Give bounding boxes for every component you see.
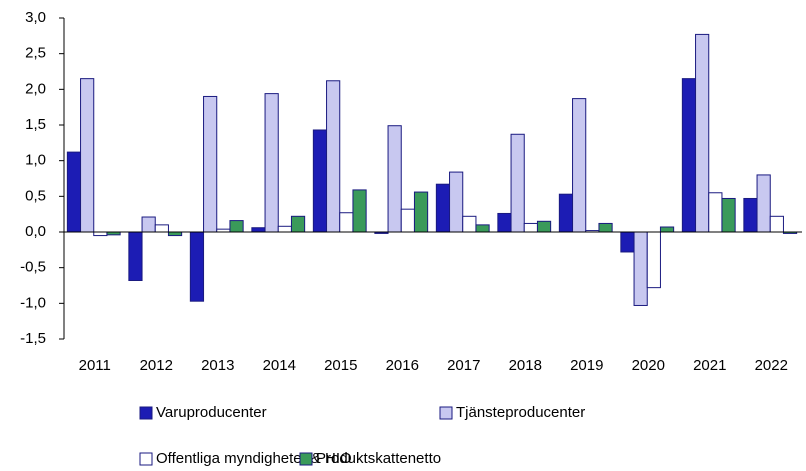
- bar: [523, 222, 538, 233]
- bar: [251, 227, 266, 233]
- bar: [769, 215, 784, 233]
- x-tick-label: 2019: [570, 357, 603, 374]
- bar: [708, 192, 723, 233]
- y-tick-label: 0,5: [25, 187, 46, 204]
- x-tick-label: 2020: [632, 357, 665, 374]
- bar: [475, 224, 490, 233]
- bar: [681, 78, 697, 233]
- bar: [128, 231, 143, 282]
- bar: [387, 125, 402, 233]
- bar: [229, 220, 244, 233]
- bar: [352, 189, 367, 233]
- bar: [189, 231, 205, 302]
- legend-swatch: [139, 452, 153, 466]
- bar: [497, 212, 512, 233]
- bar: [203, 95, 218, 233]
- legend-label: Varuproducenter: [156, 404, 267, 421]
- x-tick-label: 2021: [693, 357, 726, 374]
- bar: [510, 133, 525, 233]
- bar: [572, 98, 587, 233]
- y-tick-label: -1,5: [20, 330, 46, 347]
- legend-swatch: [439, 406, 453, 420]
- bar: [264, 93, 279, 233]
- x-tick-label: 2018: [509, 357, 542, 374]
- legend-label: Tjänsteproducenter: [456, 404, 585, 421]
- x-tick-label: 2012: [140, 357, 173, 374]
- bar: [80, 78, 95, 233]
- legend-swatch: [299, 452, 313, 466]
- bar: [633, 231, 648, 306]
- bar: [154, 224, 169, 233]
- bar: [756, 174, 771, 233]
- bar: [66, 151, 82, 233]
- bar: [620, 231, 635, 253]
- bar: [93, 231, 108, 237]
- bar: [449, 171, 464, 233]
- bar: [326, 80, 341, 233]
- bar: [167, 231, 183, 237]
- bar: [435, 183, 451, 233]
- bar: [400, 208, 415, 233]
- x-tick-label: 2017: [447, 357, 480, 374]
- y-tick-label: -1,0: [20, 294, 46, 311]
- y-tick-label: 1,0: [25, 152, 46, 169]
- bar: [659, 226, 675, 233]
- x-tick-label: 2022: [755, 357, 788, 374]
- y-tick-label: 0,0: [25, 223, 46, 240]
- x-tick-label: 2015: [324, 357, 357, 374]
- x-tick-label: 2016: [386, 357, 419, 374]
- x-tick-label: 2011: [79, 357, 111, 374]
- bar: [277, 225, 292, 233]
- bar: [413, 191, 429, 233]
- bar: [312, 129, 328, 233]
- x-tick-label: 2013: [201, 357, 234, 374]
- x-tick-label: 2014: [263, 357, 296, 374]
- bar: [743, 197, 758, 233]
- bar: [536, 220, 552, 233]
- bar: [339, 212, 354, 233]
- y-tick-label: 1,5: [25, 116, 46, 133]
- y-tick-label: 3,0: [25, 9, 46, 26]
- bar: [141, 216, 156, 233]
- y-tick-label: -0,5: [20, 259, 46, 276]
- bar: [695, 33, 710, 233]
- bar: [290, 215, 306, 233]
- legend-swatch: [139, 406, 153, 420]
- bar: [462, 215, 477, 233]
- bar: [558, 193, 574, 233]
- y-tick-label: 2,5: [25, 45, 46, 62]
- y-tick-label: 2,0: [25, 80, 46, 97]
- legend-label: Produktskattenetto: [316, 450, 441, 467]
- bar: [646, 231, 661, 289]
- bar: [721, 197, 736, 233]
- bar: [598, 222, 613, 233]
